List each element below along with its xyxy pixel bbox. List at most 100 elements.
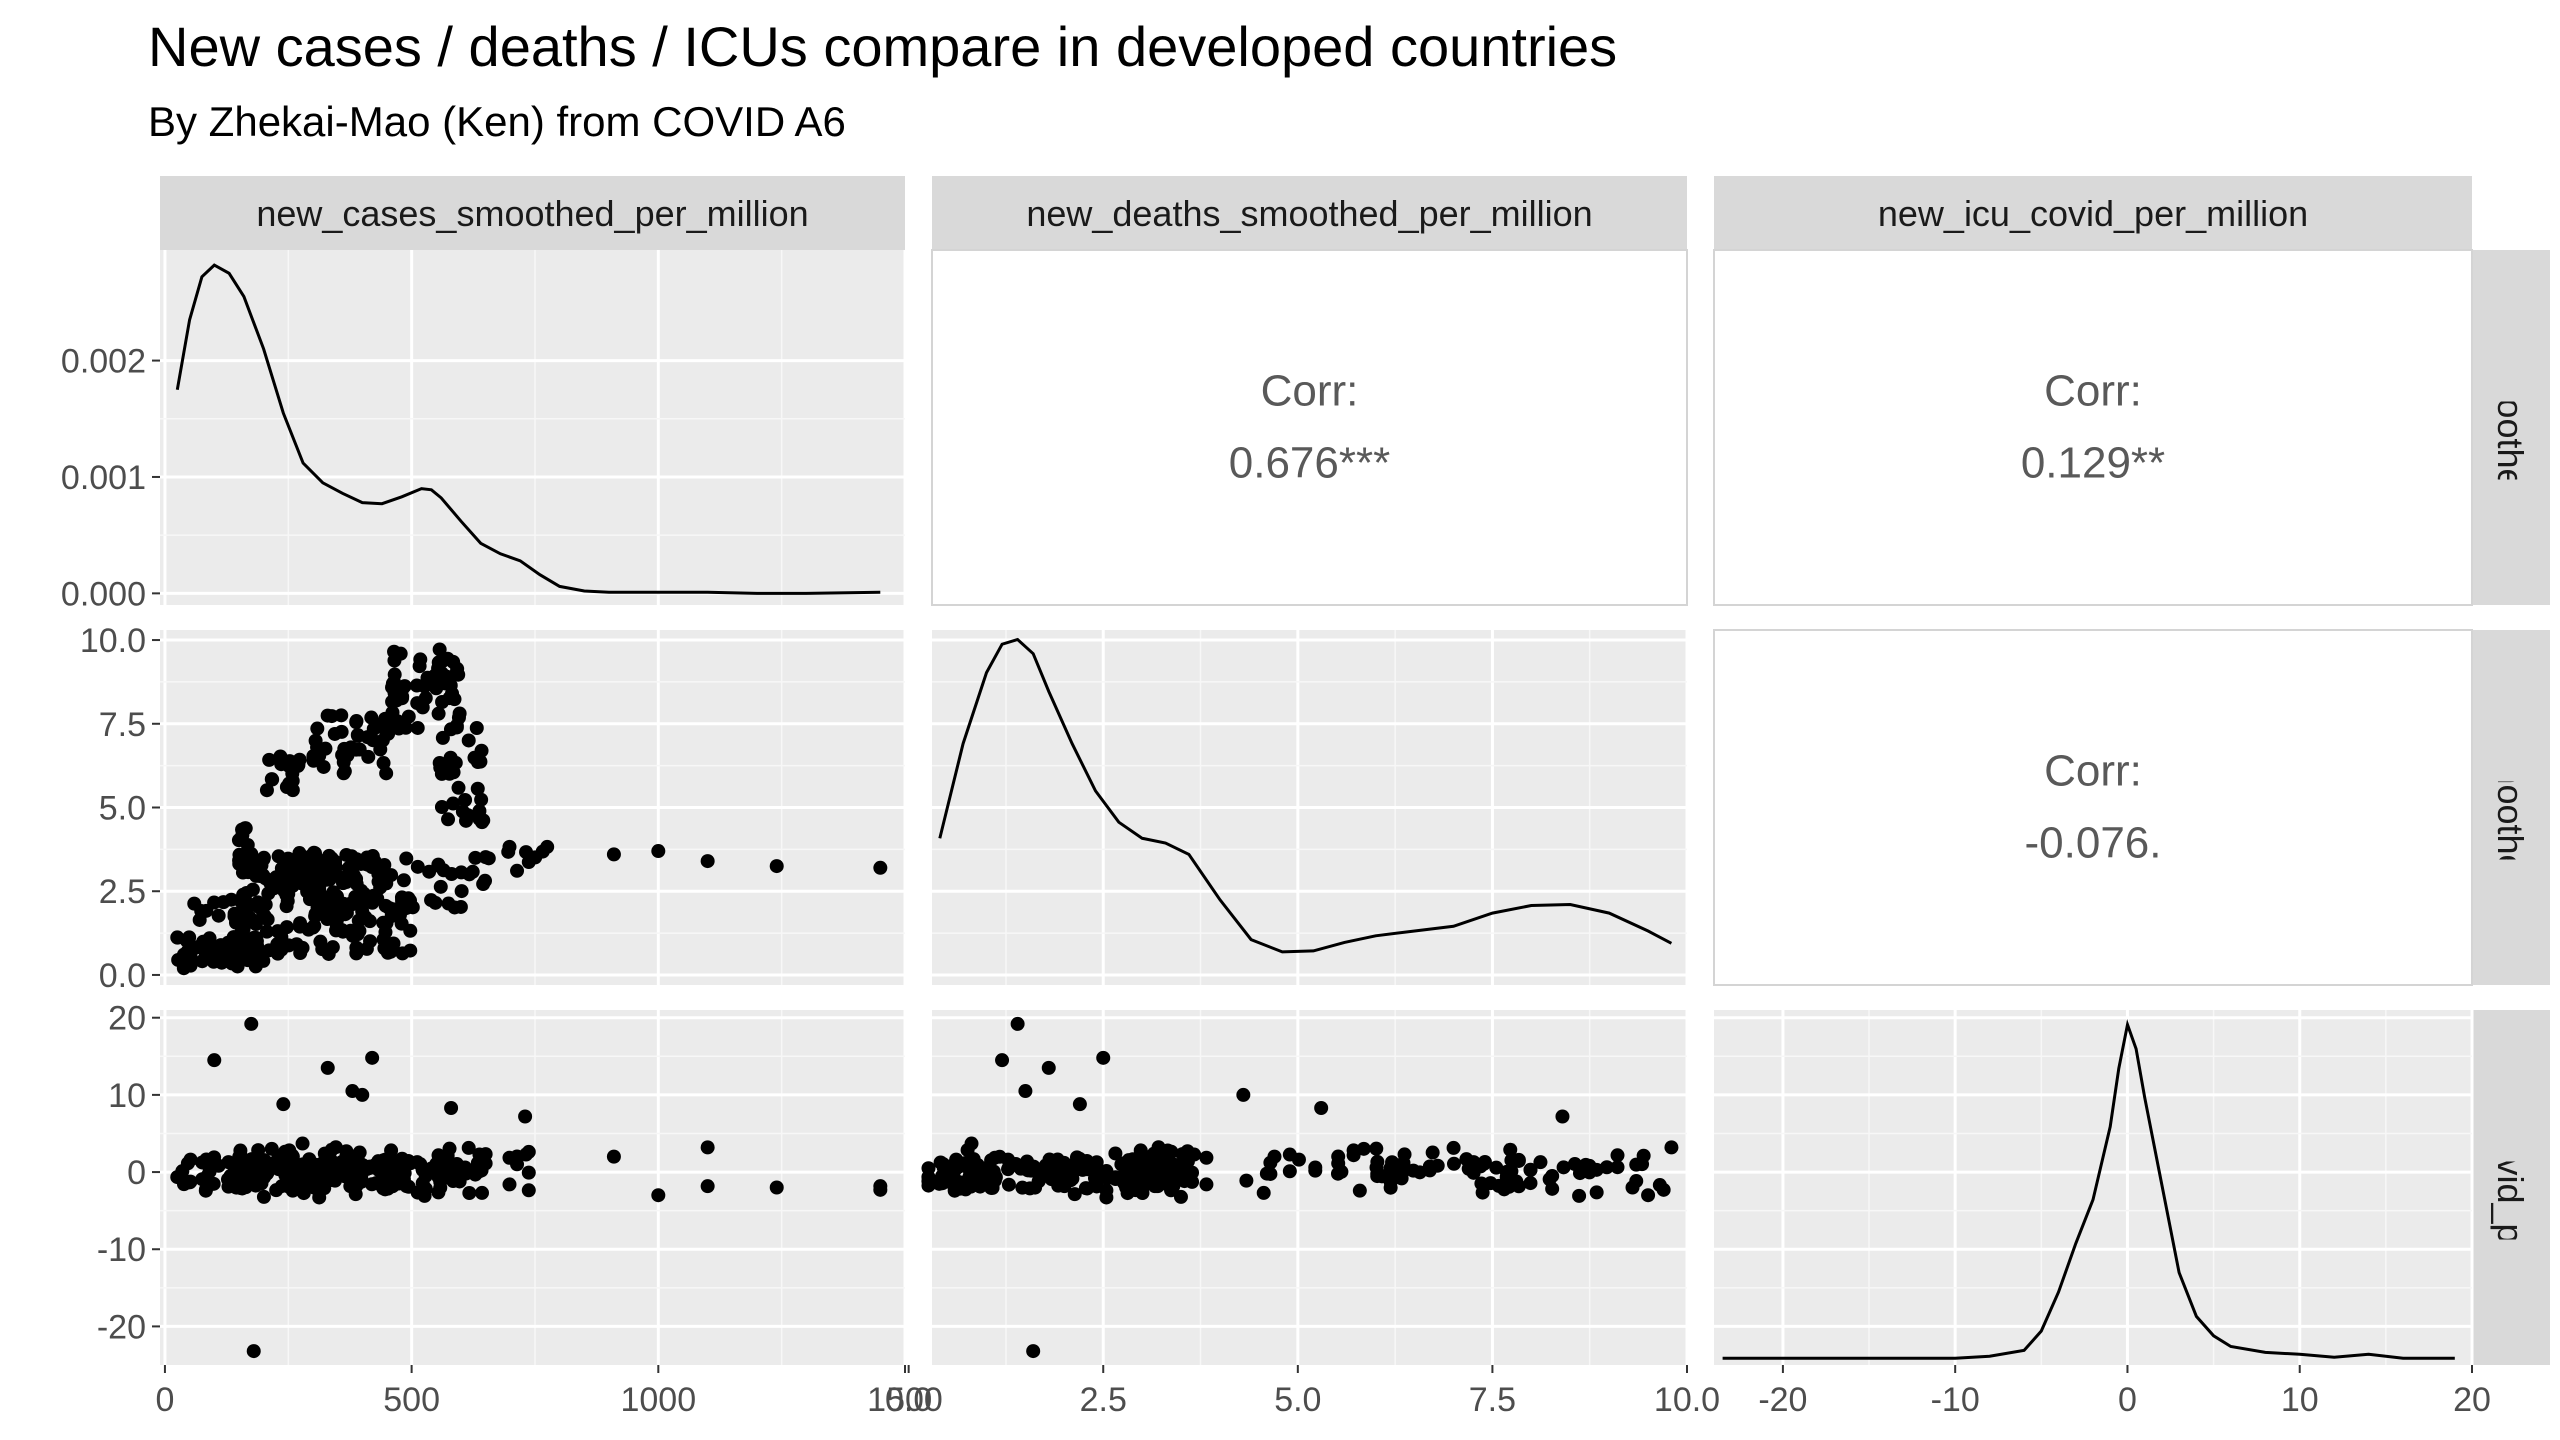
scatter-point [327, 726, 342, 741]
scatter-point [1026, 1344, 1041, 1359]
scatter-point [345, 1084, 360, 1099]
scatter-point [450, 661, 465, 676]
scatter-point [1267, 1149, 1282, 1164]
scatter-point [410, 859, 425, 874]
scatter-point [947, 1183, 962, 1198]
column-strip [932, 176, 1687, 250]
scatter-point [237, 1155, 252, 1170]
scatter-point [451, 780, 466, 795]
scatter-point [431, 857, 446, 872]
scatter-point [350, 927, 365, 942]
scatter-point [441, 812, 456, 827]
scatter-point [1015, 1180, 1030, 1195]
scatter-point [1567, 1157, 1582, 1172]
scatter-point [984, 1180, 999, 1195]
scatter-point [329, 889, 344, 904]
scatter-point [1108, 1146, 1123, 1161]
scatter-point [449, 720, 464, 735]
scatter-point [401, 1179, 416, 1194]
scatter-point [276, 1097, 291, 1112]
scatter-point [263, 1156, 278, 1171]
scatter-point [1476, 1156, 1491, 1171]
x-tick-label: 0 [2118, 1381, 2137, 1419]
scatter-point [353, 1173, 368, 1188]
scatter-point [384, 868, 399, 883]
row-strip-label: aths_smoothed_per [2490, 648, 2531, 966]
scatter-point [873, 1182, 888, 1197]
scatter-point [1610, 1148, 1625, 1163]
y-tick-label: 7.5 [99, 706, 146, 744]
scatter-point [431, 706, 446, 721]
scatter-point [367, 854, 382, 869]
scatter-point [429, 1157, 444, 1172]
scatter-point [1057, 1155, 1072, 1170]
corr-value: 0.676*** [1229, 439, 1390, 488]
scatter-point [328, 1140, 343, 1155]
scatter-point [1063, 1170, 1078, 1185]
scatter-point [175, 1164, 190, 1179]
scatter-point [1087, 1171, 1102, 1186]
x-tick-label: 2.5 [1080, 1381, 1127, 1419]
scatter-point [244, 1016, 259, 1031]
scatter-point [1096, 1050, 1111, 1065]
scatter-point [1533, 1155, 1548, 1170]
scatter-point [1589, 1185, 1604, 1200]
scatter-point [1180, 1144, 1195, 1159]
scatter-point [1151, 1140, 1166, 1155]
scatter-point [468, 850, 483, 865]
scatter-point [700, 1179, 715, 1194]
scatter-point [349, 715, 364, 730]
scatter-point [1572, 1188, 1587, 1203]
scatter-point [441, 896, 456, 911]
scatter-point [371, 867, 386, 882]
scatter-point [454, 884, 469, 899]
scatter-point [269, 1183, 284, 1198]
scatter-point [387, 686, 402, 701]
scatter-point [383, 944, 398, 959]
scatter-point [221, 1179, 236, 1194]
scatter-point [343, 1179, 358, 1194]
y-tick-label: 20 [108, 1000, 146, 1038]
scatter-point [1383, 1175, 1398, 1190]
column-strip [1714, 176, 2472, 250]
scatter-point [292, 1174, 307, 1189]
scatter-point [335, 924, 350, 939]
scatter-point [1108, 1170, 1123, 1185]
scatter-point [432, 755, 447, 770]
correlation-panel [931, 249, 1688, 606]
y-tick-label: 10 [108, 1077, 146, 1115]
scatter-point [469, 721, 484, 736]
scatter-point [238, 935, 253, 950]
scatter-point [700, 854, 715, 869]
scatter-point [221, 1155, 236, 1170]
scatter-point [1461, 1161, 1476, 1176]
scatter-point [363, 934, 378, 949]
scatter-point [379, 766, 394, 781]
scatter-point [236, 1171, 251, 1186]
scatter-point [279, 920, 294, 935]
scatter-point [382, 901, 397, 916]
row-strip [2472, 630, 2550, 985]
scatter-point [351, 728, 366, 743]
scatter-point [1131, 1167, 1146, 1182]
x-tick-label: 500 [383, 1381, 440, 1419]
scatter-point [444, 1101, 459, 1116]
scatter-point [401, 709, 416, 724]
scatter-point [502, 1177, 517, 1192]
chart-title: New cases / deaths / ICUs compare in dev… [148, 15, 1618, 78]
density-curve [938, 637, 1673, 954]
scatter-point [1489, 1160, 1504, 1175]
scatter-point [1446, 1156, 1461, 1171]
scatter-point [448, 755, 463, 770]
scatter-point [1331, 1156, 1346, 1171]
scatter-point [470, 781, 485, 796]
scatter-point [501, 844, 516, 859]
scatter-point [461, 733, 476, 748]
scatter-point [1080, 1181, 1095, 1196]
scatter-point [259, 924, 274, 939]
corr-value: 0.129** [2021, 439, 2165, 488]
scatter-point [1314, 1101, 1329, 1116]
scatter-point [1578, 1157, 1593, 1172]
scatter-point [1556, 1160, 1571, 1175]
scatter-point [434, 800, 449, 815]
